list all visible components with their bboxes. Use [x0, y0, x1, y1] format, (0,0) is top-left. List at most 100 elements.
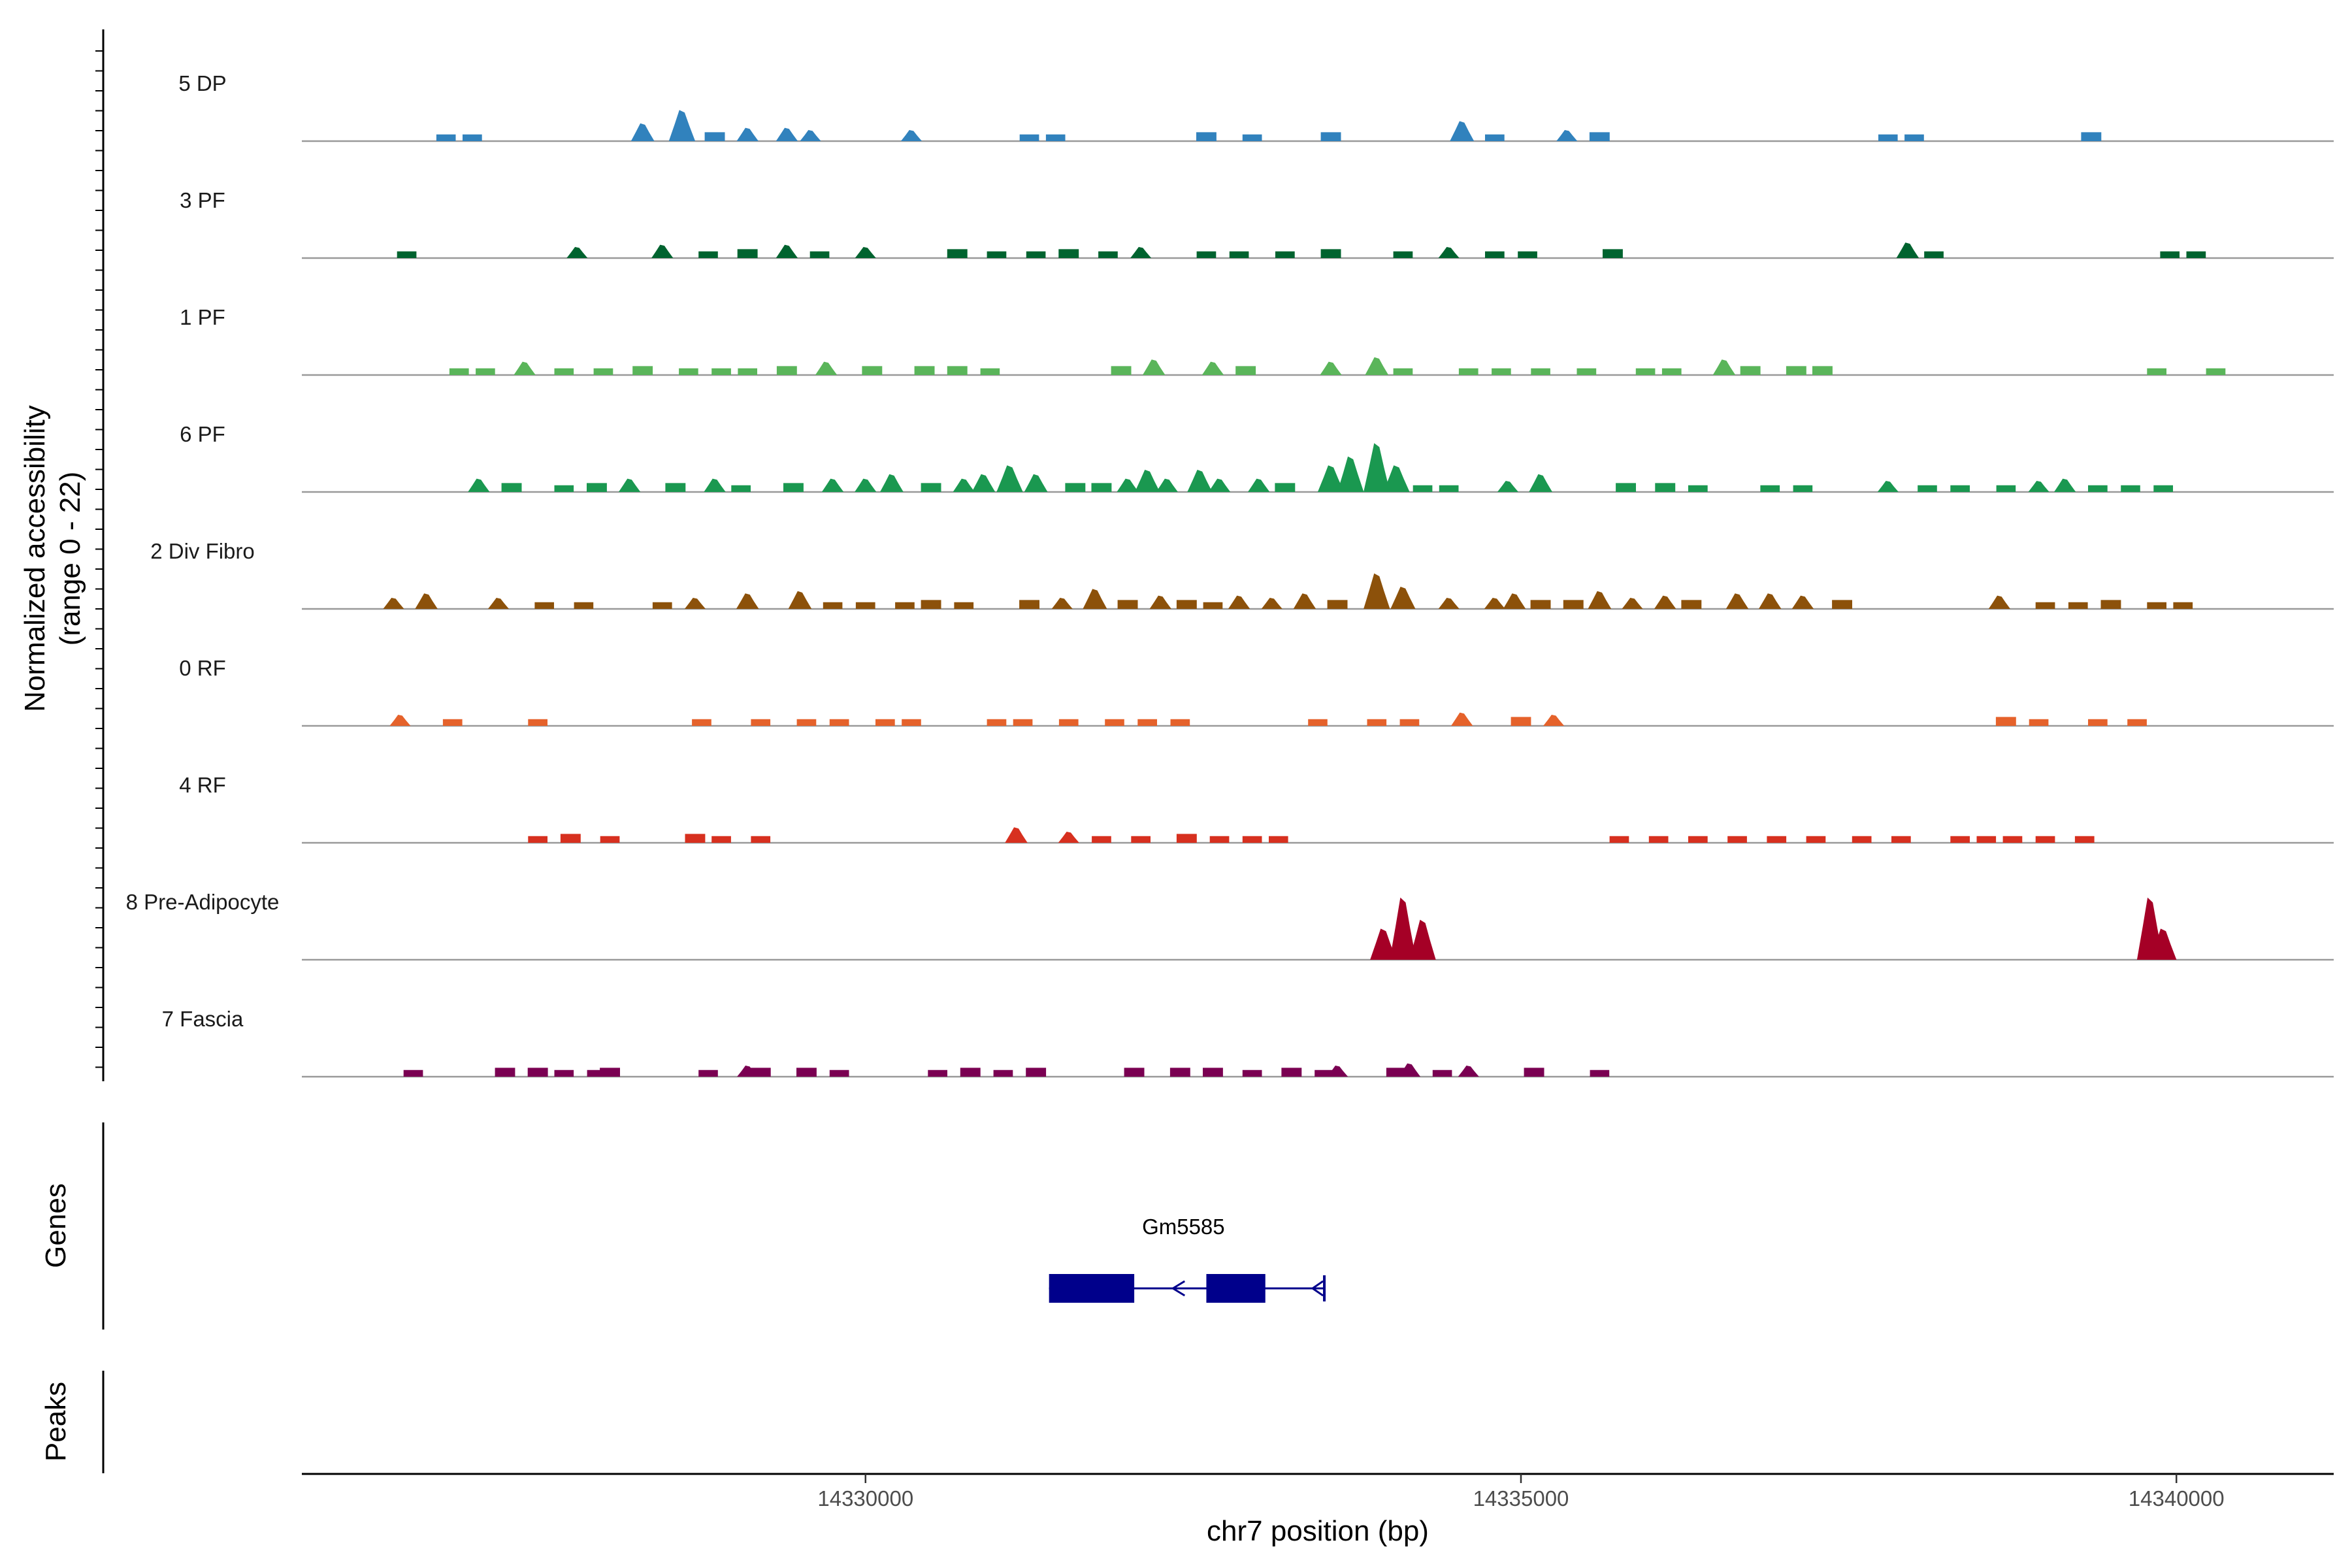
accessibility-peak	[632, 366, 653, 375]
accessibility-peak	[698, 251, 718, 258]
accessibility-peak	[1013, 719, 1033, 726]
accessibility-peak	[1530, 600, 1551, 609]
accessibility-peak	[1228, 595, 1250, 609]
accessibility-peak	[815, 361, 838, 375]
track-label: 3 PF	[180, 188, 225, 212]
accessibility-peak	[704, 478, 726, 492]
accessibility-peak	[1024, 474, 1048, 492]
accessibility-peak	[1681, 600, 1702, 609]
accessibility-peak	[1531, 368, 1550, 375]
accessibility-peak	[987, 251, 1007, 258]
accessibility-peak	[855, 478, 877, 492]
accessibility-peak	[2150, 928, 2177, 960]
accessibility-peak	[1635, 368, 1656, 375]
accessibility-peak	[1438, 247, 1460, 258]
accessibility-peak	[1130, 247, 1152, 258]
accessibility-peak	[1364, 573, 1390, 609]
accessibility-peak	[704, 132, 725, 141]
accessibility-peak	[685, 834, 706, 843]
accessibility-peak	[1712, 359, 1736, 375]
accessibility-peak	[1727, 836, 1747, 843]
accessibility-peak	[2074, 836, 2095, 843]
accessibility-peak	[821, 478, 844, 492]
accessibility-peak	[1760, 485, 1780, 492]
genes-panel-label: Genes	[40, 1183, 72, 1268]
accessibility-peak	[1269, 836, 1288, 843]
accessibility-peak	[1529, 474, 1552, 492]
accessibility-peak	[1609, 836, 1629, 843]
accessibility-peak	[921, 600, 941, 609]
accessibility-peak	[1058, 832, 1079, 843]
accessibility-peak	[1924, 251, 1944, 258]
track-label: 4 RF	[179, 773, 226, 797]
accessibility-peak	[1688, 836, 1708, 843]
accessibility-peak	[1589, 132, 1610, 141]
accessibility-peak	[468, 478, 490, 492]
accessibility-peak	[1661, 368, 1682, 375]
accessibility-peak	[1083, 589, 1107, 609]
accessibility-peak	[2206, 368, 2226, 375]
accessibility-peak	[1242, 1070, 1262, 1077]
accessibility-peak	[1327, 1066, 1348, 1077]
accessibility-peak	[618, 478, 641, 492]
accessibility-peak	[1293, 593, 1316, 609]
accessibility-peak	[1484, 598, 1505, 609]
accessibility-peak	[1156, 478, 1178, 492]
accessibility-peak	[684, 598, 706, 609]
accessibility-peak	[980, 368, 1000, 375]
accessibility-peak	[2121, 485, 2140, 492]
accessibility-peak	[1852, 836, 1872, 843]
accessibility-peak	[1092, 836, 1111, 843]
accessibility-peak	[2088, 719, 2108, 726]
x-axis-title: chr7 position (bp)	[1207, 1515, 1429, 1547]
track-label: 8 Pre-Adipocyte	[126, 890, 280, 914]
accessibility-peak	[668, 110, 696, 141]
accessibility-peak	[829, 1070, 849, 1077]
accessibility-peak	[1149, 595, 1171, 609]
accessibility-peak	[1390, 897, 1416, 960]
accessibility-peak	[1806, 836, 1826, 843]
accessibility-peak	[788, 591, 812, 609]
accessibility-peak	[528, 719, 547, 726]
track-label: 7 Fascia	[162, 1007, 244, 1031]
track-2-div-fibro: 2 Div Fibro	[150, 539, 2334, 610]
accessibility-peak	[1492, 368, 1511, 375]
accessibility-peak	[2100, 600, 2121, 609]
track-3-pf: 3 PF	[180, 188, 2334, 259]
accessibility-peak	[1654, 595, 1676, 609]
accessibility-peak	[711, 836, 731, 843]
accessibility-peak	[442, 719, 463, 726]
accessibility-peak	[751, 836, 771, 843]
accessibility-peak	[1603, 249, 1623, 258]
accessibility-peak	[1832, 600, 1852, 609]
accessibility-peak	[554, 1070, 574, 1077]
x-tick-label: 14335000	[1473, 1486, 1569, 1511]
accessibility-peak	[921, 483, 941, 492]
accessibility-peak	[1725, 593, 1749, 609]
accessibility-peak	[776, 366, 797, 375]
gene-name-label: Gm5585	[1142, 1215, 1225, 1239]
accessibility-peak	[2147, 368, 2166, 375]
accessibility-peak	[2035, 836, 2055, 843]
track-5-dp: 5 DP	[178, 71, 2334, 142]
accessibility-peak	[1950, 836, 1970, 843]
accessibility-peak	[593, 368, 613, 375]
accessibility-peak	[1091, 483, 1112, 492]
accessibility-peak	[554, 485, 574, 492]
accessibility-peak	[1308, 719, 1328, 726]
accessibility-peak	[736, 593, 759, 609]
accessibility-peak	[651, 244, 674, 258]
accessibility-peak	[554, 368, 574, 375]
accessibility-peak	[2028, 481, 2050, 492]
accessibility-peak	[1065, 483, 1086, 492]
accessibility-peak	[902, 719, 921, 726]
strand-arrow	[1311, 1280, 1324, 1297]
accessibility-peak	[1203, 1068, 1223, 1077]
accessibility-peak	[1556, 130, 1578, 141]
accessibility-peak	[1005, 827, 1028, 843]
accessibility-peak	[1176, 600, 1197, 609]
accessibility-peak	[900, 130, 923, 141]
accessibility-peak	[1320, 132, 1341, 141]
accessibility-peak	[449, 368, 469, 375]
gene-annotations: Gm5585	[1049, 1215, 1326, 1303]
